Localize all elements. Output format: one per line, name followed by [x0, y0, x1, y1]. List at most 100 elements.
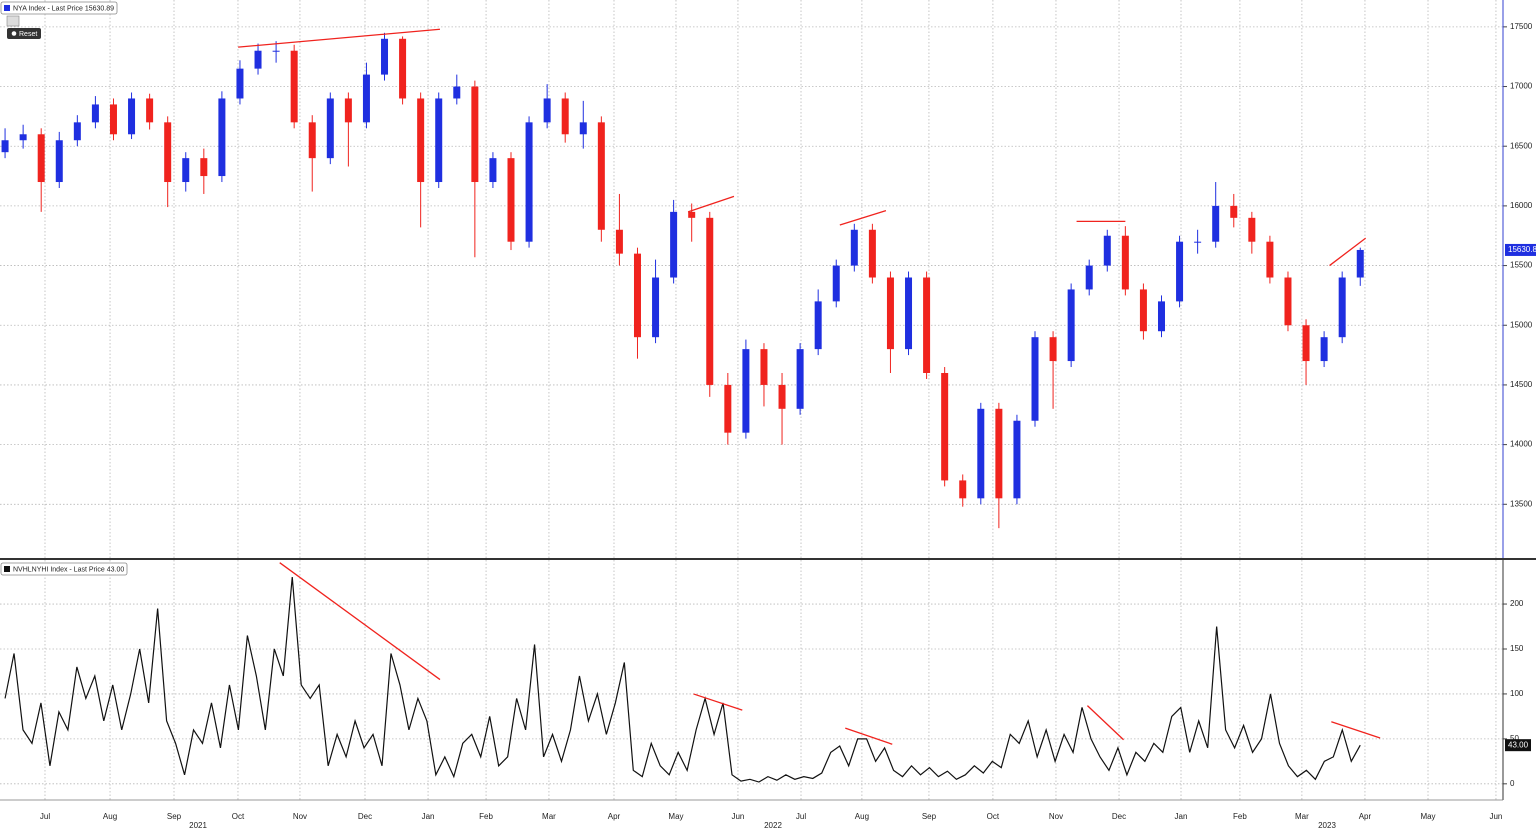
candle-body [923, 277, 931, 373]
y-tick-label: 50 [1510, 734, 1519, 743]
candle-body [742, 349, 750, 433]
legend-swatch [4, 5, 10, 11]
candle-body [1031, 337, 1039, 421]
x-tick-label: Mar [542, 812, 556, 821]
y-tick-label: 16000 [1510, 201, 1533, 210]
y-tick-label: 200 [1510, 599, 1524, 608]
candle-body [1356, 249, 1364, 278]
trend-line [845, 727, 893, 745]
candle-body [670, 211, 678, 278]
reset-button[interactable] [7, 28, 41, 39]
candle-body [37, 134, 45, 183]
x-tick-label: Sep [922, 812, 937, 821]
last-value-label: 43.00 [1508, 740, 1529, 749]
candle-body [128, 98, 136, 135]
legend-swatch [4, 566, 10, 572]
x-tick-label: Jan [1175, 812, 1188, 821]
last-price-label: 15630.89 [1508, 245, 1536, 254]
legend-label: NVHLNYHI Index - Last Price 43.00 [13, 566, 124, 573]
candle-body [778, 384, 786, 409]
candle-body [507, 158, 515, 242]
trend-line [687, 195, 735, 213]
x-tick-label: Nov [293, 812, 307, 821]
y-tick-label: 17500 [1510, 22, 1533, 31]
x-tick-label: Jul [40, 812, 50, 821]
candle-body [399, 38, 407, 99]
x-tick-label: Jun [1489, 812, 1502, 821]
candle-body [615, 229, 623, 254]
candle-body [868, 229, 876, 278]
candle-body [453, 86, 461, 99]
x-tick-label: Dec [358, 812, 372, 821]
y-tick-label: 16500 [1510, 141, 1533, 150]
candle-body [182, 158, 190, 183]
zoom-icon [6, 15, 20, 27]
candle-body [73, 122, 81, 141]
x-tick-label: Mar [1295, 812, 1309, 821]
trend-line [1086, 705, 1124, 741]
candle-body [19, 134, 27, 141]
series-line [4, 577, 1361, 783]
x-tick-label: Oct [987, 812, 1000, 821]
candle-body [959, 480, 967, 499]
x-tick-label: Apr [608, 812, 621, 821]
y-tick-label: 15000 [1510, 320, 1533, 329]
candle-body [1121, 235, 1129, 290]
x-tick-label: May [1420, 812, 1435, 821]
candle-body [417, 98, 425, 183]
candle-body [218, 98, 226, 177]
reset-icon [11, 31, 17, 36]
candle-body [290, 50, 298, 123]
legend-box [0, 562, 128, 576]
candle-body [995, 408, 1003, 499]
x-tick-label: May [668, 812, 683, 821]
candle-body [55, 140, 63, 183]
candle-body [796, 349, 804, 409]
candle-body [760, 349, 768, 385]
candle-body [525, 122, 533, 242]
y-tick-label: 150 [1510, 644, 1524, 653]
candle-body [652, 277, 660, 338]
candle-body [1338, 277, 1346, 338]
x-tick-label: Sep [167, 812, 182, 821]
y-tick-label: 15500 [1510, 261, 1533, 270]
candle-body [1266, 241, 1274, 278]
candle-body [886, 277, 894, 350]
trend-line [693, 693, 743, 711]
x-tick-label: Jan [422, 812, 435, 821]
candle-body [1049, 337, 1057, 362]
reset-label[interactable]: Reset [19, 31, 37, 38]
candle-body [1085, 265, 1093, 290]
candle-body [561, 98, 569, 135]
trend-line [1329, 237, 1367, 267]
candle-body [471, 86, 479, 183]
candle-body [977, 408, 985, 499]
y-tick-label: 0 [1510, 779, 1515, 788]
candle-body [326, 98, 334, 159]
last-value-badge [1505, 739, 1531, 752]
x-tick-label: Aug [103, 812, 117, 821]
trend-line [839, 210, 887, 226]
candle-body [1194, 241, 1202, 243]
candle-body [941, 372, 949, 481]
trend-line [1331, 721, 1381, 739]
candle-body [381, 38, 389, 75]
candle-body [272, 50, 280, 52]
trend-line [279, 562, 441, 681]
candle-body [362, 74, 370, 123]
candle-body [254, 50, 262, 69]
candle-body [1212, 205, 1220, 242]
x-tick-label: Oct [232, 812, 245, 821]
candle-body [109, 104, 117, 135]
candle-body [1, 140, 9, 153]
candle-body [489, 158, 497, 183]
y-tick-label: 14500 [1510, 380, 1533, 389]
year-label: 2021 [189, 821, 207, 830]
year-label: 2022 [764, 821, 782, 830]
candle-body [1013, 420, 1021, 499]
trend-line [238, 28, 441, 48]
candle-body [1248, 217, 1256, 242]
